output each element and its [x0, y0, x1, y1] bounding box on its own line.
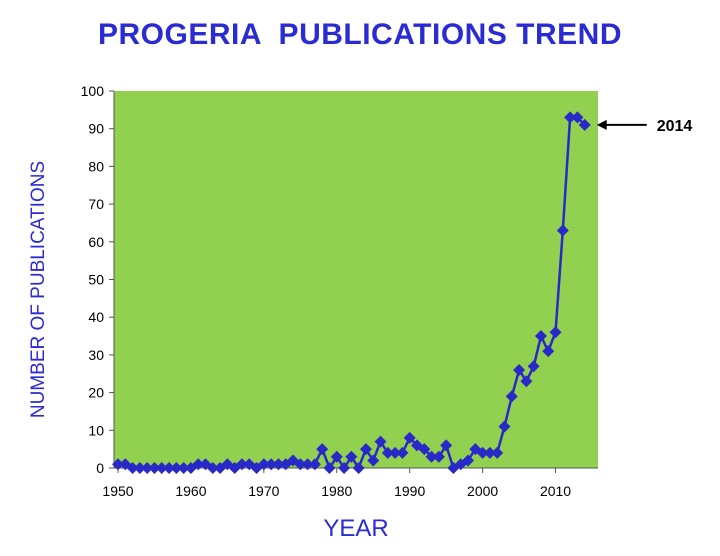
data-point-marker: [112, 458, 124, 471]
y-tick-label: 90: [88, 121, 104, 137]
x-tick-label: 1960: [175, 483, 206, 499]
data-point-marker: [513, 363, 526, 376]
data-point-marker: [418, 443, 431, 456]
y-tick-label: 30: [88, 347, 104, 363]
data-point-marker: [425, 450, 438, 463]
data-point-marker: [483, 446, 496, 459]
data-point-marker: [330, 450, 343, 463]
data-point-marker: [163, 462, 176, 474]
y-tick-label: 0: [96, 460, 104, 476]
data-point-marker: [491, 446, 504, 459]
y-tick-label: 70: [88, 196, 104, 212]
data-point-marker: [352, 462, 365, 474]
data-point-marker: [301, 458, 314, 471]
data-point-marker: [235, 458, 248, 471]
y-tick-label: 100: [81, 83, 105, 99]
data-point-marker: [265, 458, 278, 471]
data-point-marker: [403, 431, 416, 444]
y-axis-ticks: 0 10 20 30 40 50 60 70 80 90 100: [81, 83, 114, 476]
data-point-marker: [367, 454, 380, 467]
annotation-label: 2014: [657, 118, 693, 135]
data-point-marker: [396, 446, 409, 459]
data-point-marker: [578, 118, 591, 131]
data-points: [112, 111, 591, 474]
data-point-marker: [119, 458, 132, 471]
y-axis-title: NUMBER OF PUBLICATIONS: [28, 161, 49, 418]
data-point-marker: [476, 446, 489, 459]
x-axis-ticks: 1950 1960 1970 1980 1990 2000 2010: [102, 468, 571, 499]
data-point-marker: [272, 458, 285, 471]
data-point-marker: [148, 462, 161, 474]
data-point-marker: [323, 462, 336, 474]
data-point-marker: [527, 360, 540, 373]
data-point-marker: [170, 462, 183, 474]
data-point-marker: [564, 111, 577, 124]
data-point-marker: [571, 111, 584, 124]
data-point-marker: [316, 443, 329, 456]
y-tick-label: 50: [88, 272, 104, 288]
data-point-marker: [133, 462, 146, 474]
data-point-marker: [338, 462, 351, 474]
data-point-marker: [177, 462, 190, 474]
data-point-marker: [462, 454, 475, 467]
chart-title: PROGERIA PUBLICATIONS TREND: [97, 18, 622, 51]
x-tick-label: 1990: [394, 483, 425, 499]
data-point-marker: [155, 462, 168, 474]
data-point-marker: [126, 462, 139, 474]
x-axis-title: YEAR: [323, 515, 388, 542]
y-tick-label: 40: [88, 309, 104, 325]
y-tick-label: 10: [88, 422, 104, 438]
y-tick-label: 20: [88, 385, 104, 401]
data-point-marker: [505, 390, 518, 403]
data-point-marker: [141, 462, 154, 474]
data-point-marker: [542, 345, 555, 358]
data-point-marker: [389, 446, 402, 459]
data-point-marker: [206, 462, 219, 474]
data-point-marker: [432, 450, 445, 463]
y-tick-label: 80: [88, 158, 104, 174]
data-point-marker: [440, 439, 453, 452]
x-tick-label: 1970: [248, 483, 279, 499]
data-point-marker: [308, 458, 321, 471]
data-point-marker: [520, 375, 533, 388]
data-point-marker: [192, 458, 205, 471]
data-point-marker: [381, 446, 394, 459]
y-tick-label: 60: [88, 234, 104, 250]
annotation-arrowhead-icon: [596, 119, 607, 130]
plot-area: [114, 91, 598, 468]
data-point-marker: [534, 330, 547, 343]
data-point-marker: [257, 458, 270, 471]
data-point-marker: [556, 224, 569, 237]
x-tick-label: 2000: [467, 483, 498, 499]
data-point-marker: [359, 443, 372, 456]
annotation: 2014: [596, 118, 693, 135]
data-point-marker: [294, 458, 307, 471]
data-point-marker: [345, 450, 358, 463]
data-point-marker: [549, 326, 562, 339]
x-tick-label: 1950: [102, 483, 133, 499]
data-point-marker: [498, 420, 511, 433]
x-tick-label: 2010: [540, 483, 571, 499]
data-point-marker: [374, 435, 387, 448]
x-tick-label: 1980: [321, 483, 352, 499]
